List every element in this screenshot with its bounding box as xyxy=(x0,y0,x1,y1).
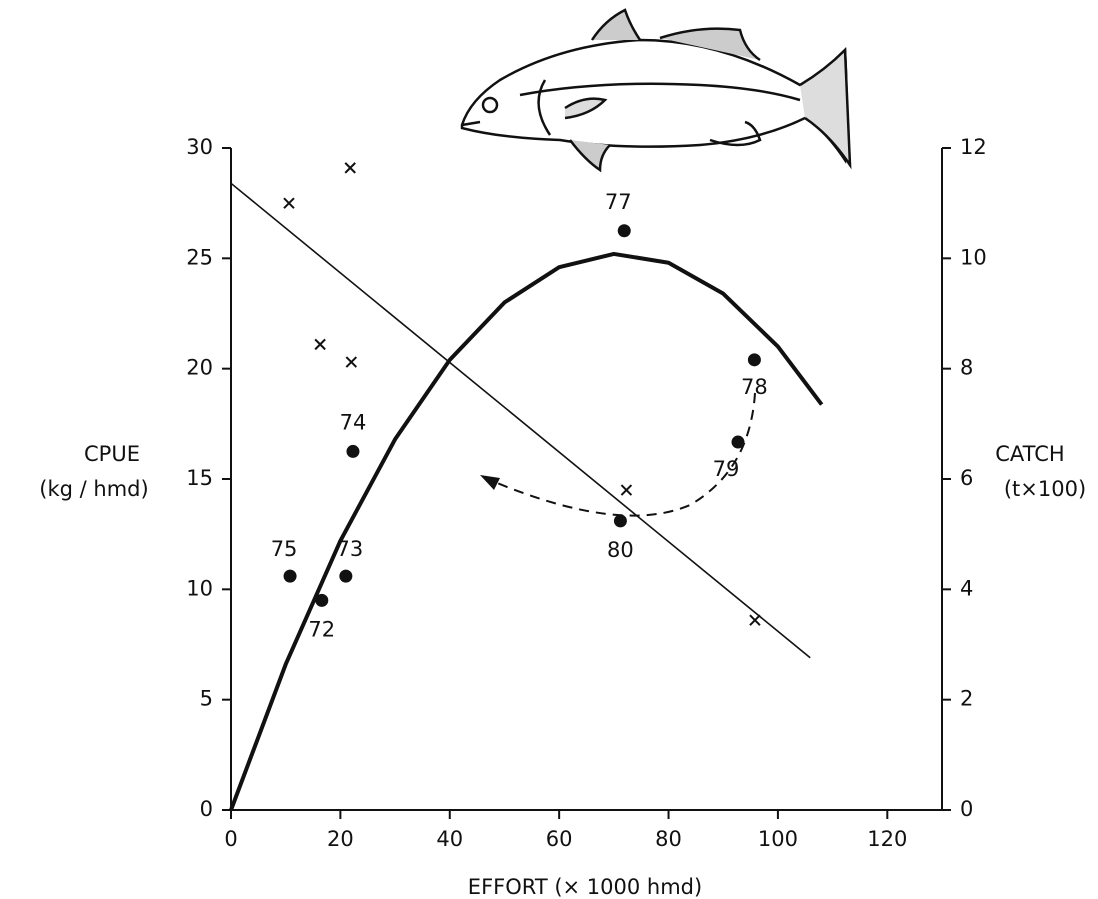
y-tick-label: 15 xyxy=(186,466,213,490)
y2-tick-label: 8 xyxy=(960,356,973,380)
fish-illustration xyxy=(460,8,852,173)
x-tick-label: 20 xyxy=(327,827,354,851)
dot-marker xyxy=(617,224,631,238)
dot-marker xyxy=(731,435,745,449)
curve xyxy=(229,251,824,811)
cross-marker xyxy=(749,614,761,626)
y2-tick-label: 10 xyxy=(960,245,987,269)
y2-tick-label: 4 xyxy=(960,576,973,600)
y2-tick-label: 6 xyxy=(960,466,973,490)
dot-marker xyxy=(339,569,353,583)
dot-marker xyxy=(315,593,329,607)
point-label: 74 xyxy=(340,410,367,434)
x-tick-label: 100 xyxy=(758,827,798,851)
y2-tick-label: 12 xyxy=(960,135,987,159)
x-axis-label: EFFORT (× 1000 hmd) xyxy=(468,875,702,899)
dot-marker xyxy=(747,353,761,367)
cross-marker xyxy=(283,197,295,209)
y2-tick-label: 2 xyxy=(960,687,973,711)
y2-tick-label: 0 xyxy=(960,797,973,821)
y2-axis-label: CATCH xyxy=(995,442,1064,466)
x-tick-label: 120 xyxy=(867,827,907,851)
dot-marker xyxy=(346,444,360,458)
y-axis-unit: (kg / hmd) xyxy=(39,477,148,501)
y2-axis-unit: (t×100) xyxy=(1004,477,1086,501)
point-label: 78 xyxy=(741,375,768,399)
y-tick-label: 5 xyxy=(200,687,213,711)
x-tick-label: 40 xyxy=(436,827,463,851)
trajectory-arrow xyxy=(489,392,756,517)
y-tick-label: 25 xyxy=(186,245,213,269)
dot-marker xyxy=(283,569,297,583)
y-tick-label: 20 xyxy=(186,356,213,380)
regression-line xyxy=(230,182,811,659)
point-label: 72 xyxy=(308,617,335,641)
y-axis-label: CPUE xyxy=(84,442,140,466)
point-label: 77 xyxy=(605,190,632,214)
point-label: 75 xyxy=(271,537,298,561)
point-label: 79 xyxy=(713,457,740,481)
x-tick-label: 60 xyxy=(546,827,573,851)
dot-marker xyxy=(613,514,627,528)
cross-marker xyxy=(620,484,633,496)
arrow-head xyxy=(480,475,500,490)
x-tick-label: 80 xyxy=(655,827,682,851)
x-tick-label: 0 xyxy=(224,827,237,851)
y-tick-label: 30 xyxy=(186,135,213,159)
y-tick-label: 10 xyxy=(186,576,213,600)
cross-marker xyxy=(314,338,326,351)
cross-marker xyxy=(344,162,356,174)
cross-marker xyxy=(345,356,358,368)
point-label: 80 xyxy=(607,538,634,562)
y-tick-label: 0 xyxy=(200,797,213,821)
